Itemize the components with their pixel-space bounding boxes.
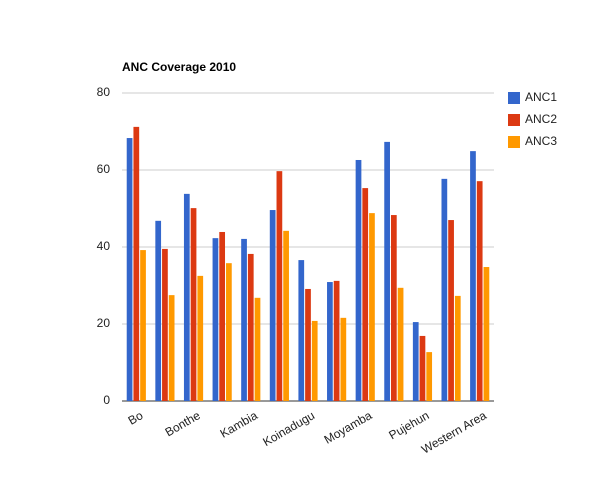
bar bbox=[197, 275, 204, 401]
bar bbox=[226, 263, 232, 401]
y-tick-label: 20 bbox=[97, 316, 111, 330]
y-tick-label: 60 bbox=[97, 162, 111, 176]
y-tick-label: 0 bbox=[103, 393, 110, 407]
bar bbox=[140, 250, 146, 401]
bar bbox=[241, 238, 247, 401]
bar bbox=[298, 260, 305, 401]
bar bbox=[483, 267, 490, 401]
bar bbox=[390, 215, 397, 401]
bar bbox=[305, 288, 311, 401]
bar bbox=[397, 287, 404, 401]
legend-swatch bbox=[508, 92, 520, 104]
x-tick-label: Koinadugu bbox=[260, 408, 317, 449]
x-tick-label: Bo bbox=[126, 408, 146, 428]
bar bbox=[212, 238, 219, 401]
legend-label: ANC3 bbox=[525, 134, 557, 148]
bar bbox=[327, 282, 333, 401]
x-tick-label: Bonthe bbox=[163, 408, 203, 439]
bar bbox=[190, 208, 197, 401]
bar bbox=[369, 213, 375, 401]
legend-swatch bbox=[508, 136, 520, 148]
bar bbox=[476, 181, 483, 401]
bar bbox=[448, 220, 454, 401]
y-tick-label: 40 bbox=[97, 239, 111, 253]
x-tick-label: Pujehun bbox=[386, 408, 431, 442]
bar bbox=[269, 210, 276, 401]
bar bbox=[183, 193, 190, 401]
bar bbox=[311, 320, 318, 401]
bar bbox=[162, 248, 168, 401]
legend-label: ANC2 bbox=[525, 112, 557, 126]
bar bbox=[168, 295, 175, 401]
bar bbox=[219, 231, 226, 401]
x-tick-label: Kambia bbox=[218, 408, 261, 441]
bar bbox=[254, 297, 261, 401]
bar bbox=[247, 253, 254, 401]
y-tick-label: 80 bbox=[97, 85, 111, 99]
bar bbox=[126, 138, 133, 402]
bar bbox=[155, 220, 162, 401]
bar bbox=[454, 295, 461, 401]
bar bbox=[426, 352, 433, 401]
bar bbox=[340, 317, 347, 401]
bar bbox=[283, 230, 289, 401]
bar bbox=[470, 151, 476, 401]
x-tick-label: Western Area bbox=[419, 408, 489, 457]
bar bbox=[276, 171, 283, 401]
chart-title: ANC Coverage 2010 bbox=[122, 60, 236, 74]
bar bbox=[441, 178, 448, 401]
bar bbox=[355, 159, 362, 401]
bar bbox=[362, 188, 369, 401]
bar bbox=[133, 126, 140, 401]
bar bbox=[333, 280, 340, 401]
bar bbox=[412, 322, 419, 401]
bar bbox=[384, 141, 390, 401]
legend-label: ANC1 bbox=[525, 90, 557, 104]
legend-swatch bbox=[508, 114, 520, 126]
bar bbox=[419, 335, 426, 401]
x-tick-label: Moyamba bbox=[322, 408, 375, 447]
